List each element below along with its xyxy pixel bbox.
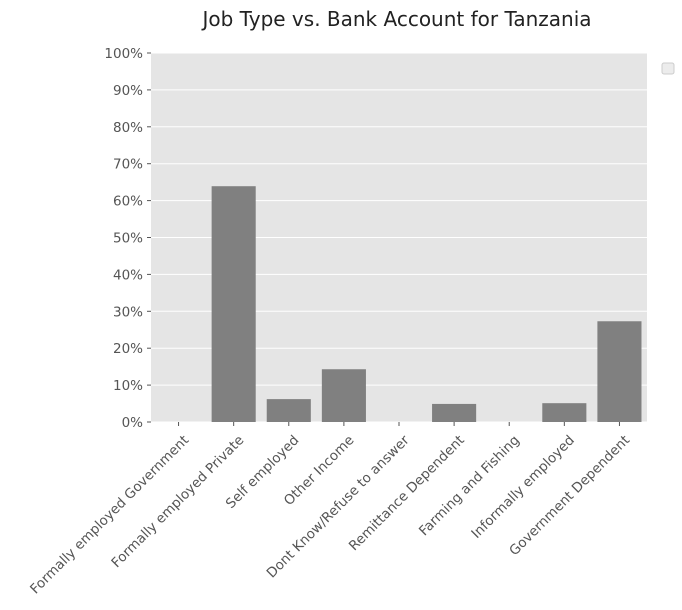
y-tick-label: 90% xyxy=(113,83,143,99)
x-tick-label: Informally employed xyxy=(468,432,578,542)
y-tick-label: 0% xyxy=(122,415,144,431)
y-tick-label: 100% xyxy=(104,46,143,62)
x-tick-label: Farming and Fishing xyxy=(416,432,523,539)
y-tick-label: 20% xyxy=(113,341,143,357)
bars xyxy=(211,186,642,422)
y-tick-label: 40% xyxy=(113,267,143,283)
bar xyxy=(211,186,256,422)
y-tick-label: 80% xyxy=(113,120,143,136)
y-tick-label: 60% xyxy=(113,194,143,210)
bar xyxy=(321,369,366,422)
y-axis: 0% 10% 20% 30% 40% 50% 60% 70% 80% 90% 100% xyxy=(104,46,151,431)
y-tick-label: 10% xyxy=(113,378,143,394)
bar xyxy=(432,403,477,422)
y-tick-label: 50% xyxy=(113,231,143,247)
chart-title: Job Type vs. Bank Account for Tanzania xyxy=(200,7,591,31)
bar xyxy=(266,399,311,422)
y-tick-label: 30% xyxy=(113,304,143,320)
legend-box xyxy=(661,62,675,75)
y-tick-label: 70% xyxy=(113,157,143,173)
bar xyxy=(597,321,642,422)
bar xyxy=(542,403,587,422)
